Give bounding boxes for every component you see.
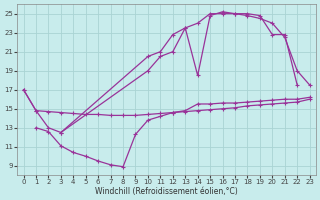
X-axis label: Windchill (Refroidissement éolien,°C): Windchill (Refroidissement éolien,°C) — [95, 187, 238, 196]
